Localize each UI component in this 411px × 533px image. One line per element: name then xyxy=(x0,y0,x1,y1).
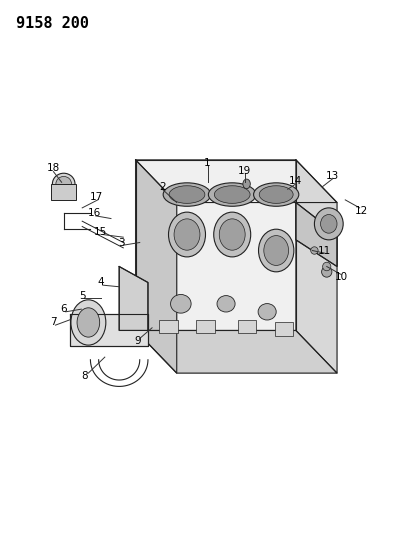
Text: 1: 1 xyxy=(204,158,211,167)
Polygon shape xyxy=(70,314,148,346)
Ellipse shape xyxy=(258,304,276,320)
Text: 4: 4 xyxy=(97,278,104,287)
Polygon shape xyxy=(136,330,337,373)
Ellipse shape xyxy=(208,183,256,206)
Ellipse shape xyxy=(215,186,250,204)
Ellipse shape xyxy=(217,296,235,312)
Bar xyxy=(238,320,256,333)
Ellipse shape xyxy=(171,294,191,313)
Text: 7: 7 xyxy=(50,318,57,327)
Text: 9158 200: 9158 200 xyxy=(16,16,90,31)
Text: 5: 5 xyxy=(79,291,85,301)
Ellipse shape xyxy=(56,176,72,191)
Text: 9: 9 xyxy=(134,336,141,346)
Text: 6: 6 xyxy=(60,304,67,314)
Polygon shape xyxy=(136,160,177,373)
Text: 8: 8 xyxy=(81,371,88,381)
Text: 2: 2 xyxy=(159,182,166,191)
Bar xyxy=(196,320,215,333)
Ellipse shape xyxy=(243,179,250,189)
Text: 12: 12 xyxy=(355,206,368,215)
Polygon shape xyxy=(119,266,148,330)
Text: 3: 3 xyxy=(118,238,125,247)
Bar xyxy=(275,322,293,336)
Bar xyxy=(159,320,178,333)
Ellipse shape xyxy=(254,183,299,206)
Ellipse shape xyxy=(219,219,245,250)
Text: 10: 10 xyxy=(335,272,348,282)
Ellipse shape xyxy=(259,229,294,272)
Ellipse shape xyxy=(53,173,75,195)
Text: 16: 16 xyxy=(88,208,101,218)
Ellipse shape xyxy=(323,262,331,271)
Text: 14: 14 xyxy=(289,176,302,186)
Text: 13: 13 xyxy=(326,171,339,181)
Ellipse shape xyxy=(174,219,200,250)
Polygon shape xyxy=(136,160,296,330)
Ellipse shape xyxy=(169,186,205,204)
Ellipse shape xyxy=(321,215,337,233)
Ellipse shape xyxy=(214,212,251,257)
Ellipse shape xyxy=(311,247,318,254)
Polygon shape xyxy=(296,160,337,373)
Polygon shape xyxy=(51,184,76,200)
Text: 18: 18 xyxy=(47,163,60,173)
Ellipse shape xyxy=(169,212,206,257)
Text: 17: 17 xyxy=(90,192,103,202)
Ellipse shape xyxy=(259,186,293,204)
Ellipse shape xyxy=(314,208,343,240)
Ellipse shape xyxy=(71,300,106,345)
Ellipse shape xyxy=(322,266,332,277)
Polygon shape xyxy=(136,160,337,203)
Ellipse shape xyxy=(163,183,211,206)
Text: 15: 15 xyxy=(94,227,107,237)
Text: 11: 11 xyxy=(318,246,331,255)
Ellipse shape xyxy=(77,308,100,337)
Ellipse shape xyxy=(264,236,289,265)
Polygon shape xyxy=(296,203,337,266)
Text: 19: 19 xyxy=(238,166,251,175)
